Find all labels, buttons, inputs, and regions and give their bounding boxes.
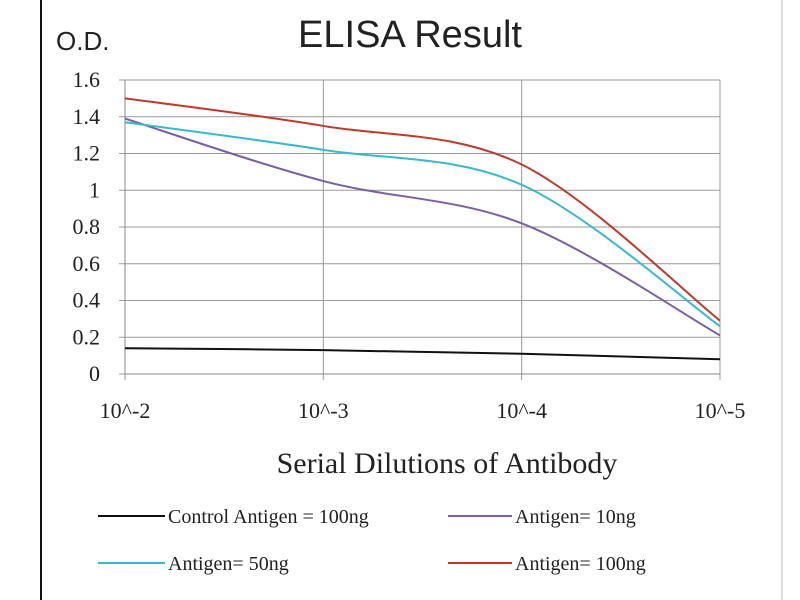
series-line-3 [124, 97, 721, 322]
legend-label-3: Antigen= 100ng [515, 553, 646, 575]
chart-title: ELISA Result [298, 14, 522, 56]
y-tick-label: 1 [89, 177, 100, 202]
grid [124, 79, 721, 380]
y-tick-label: 0.6 [73, 251, 101, 276]
series-line-0 [124, 347, 721, 361]
series-lines [124, 97, 721, 361]
y-tick-label: 1.4 [73, 104, 101, 129]
x-axis-label: Serial Dilutions of Antibody [277, 447, 618, 480]
x-tick-label: 10^-4 [496, 398, 547, 423]
y-tick-label: 1.6 [73, 67, 101, 92]
legend: Control Antigen = 100ng Antigen= 10ng Anti… [98, 506, 646, 575]
x-tick-label: 10^-2 [100, 398, 151, 423]
x-tick-label: 10^-5 [695, 398, 746, 423]
legend-label-2: Antigen= 50ng [168, 553, 289, 575]
x-tick-label: 10^-3 [298, 398, 349, 423]
y-tick-label: 0.8 [73, 214, 101, 239]
y-tick-label: 0.4 [73, 288, 101, 313]
series-line-1 [124, 117, 721, 337]
y-tick-label: 0 [89, 361, 100, 386]
series-line-2 [124, 121, 721, 328]
y-axis-label: O.D. [56, 26, 109, 56]
legend-label-0: Control Antigen = 100ng [168, 506, 369, 528]
axes: 0 0.2 0.4 0.6 0.8 1 1.2 1.4 1.6 10^-2 10^-3 10^-4 10… [73, 67, 746, 423]
y-tick-label: 0.2 [73, 324, 101, 349]
y-tick-label: 1.2 [73, 141, 101, 166]
legend-label-1: Antigen= 10ng [515, 506, 636, 528]
